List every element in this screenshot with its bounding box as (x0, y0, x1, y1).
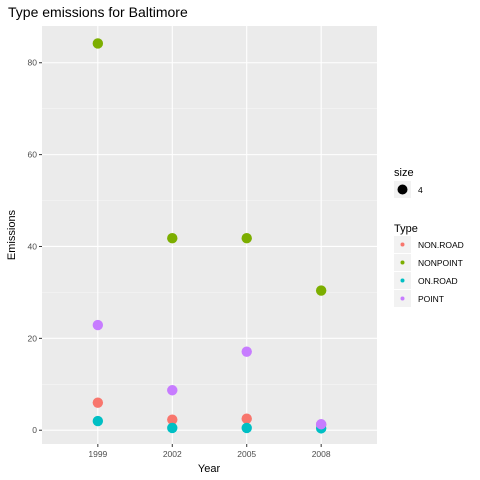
point-on-road-2005 (241, 422, 252, 434)
point-point-2002 (167, 385, 178, 396)
plot-panel (42, 26, 377, 444)
point-point-1999 (92, 319, 104, 331)
type-legend: Type NON.ROAD NONPOINT ON.ROAD POINT (394, 223, 464, 307)
point-nonpoint-2002 (167, 233, 178, 244)
size-legend: size 4 (394, 167, 423, 198)
point-nonpoint-1999 (92, 38, 104, 49)
size-legend-label: 4 (418, 185, 423, 195)
data-points (92, 38, 327, 434)
y-tick-label: 20 (28, 333, 38, 343)
x-tick-label: 1999 (88, 449, 107, 459)
y-tick-label: 80 (28, 58, 38, 68)
point-point-2005 (241, 346, 252, 357)
y-axis-title: Emissions (6, 209, 18, 260)
point-nonpoint-2008 (315, 285, 327, 296)
point-on-road-2002 (167, 422, 178, 434)
size-legend-title: size (394, 167, 414, 179)
legend-dot (400, 242, 405, 247)
legend-dot (400, 296, 405, 301)
x-axis-title: Year (198, 463, 221, 475)
size-legend-dot (397, 184, 408, 195)
chart-title: Type emissions for Baltimore (8, 4, 188, 20)
x-axis: 1999 2002 2005 2008 (88, 444, 331, 459)
x-tick-label: 2002 (163, 449, 182, 459)
y-tick-label: 60 (28, 150, 38, 160)
legend-label: ON.ROAD (418, 276, 458, 286)
y-axis: 0 20 40 60 80 (28, 58, 42, 435)
point-non-road-2002 (167, 414, 178, 425)
point-non-road-1999 (92, 397, 104, 408)
legend-dot (400, 278, 405, 283)
legend-label: NONPOINT (418, 258, 463, 268)
x-tick-label: 2008 (312, 449, 331, 459)
point-nonpoint-2005 (241, 233, 252, 244)
grid-major (42, 26, 377, 444)
legend-dot (400, 260, 405, 265)
y-tick-label: 0 (32, 425, 37, 435)
x-tick-label: 2005 (237, 449, 256, 459)
legend-label: POINT (418, 294, 444, 304)
type-legend-title: Type (394, 223, 418, 235)
point-non-road-2005 (241, 413, 252, 424)
point-on-road-1999 (92, 415, 104, 427)
legend-label: NON.ROAD (418, 240, 464, 250)
point-point-2008 (315, 419, 327, 430)
y-tick-label: 40 (28, 241, 38, 251)
